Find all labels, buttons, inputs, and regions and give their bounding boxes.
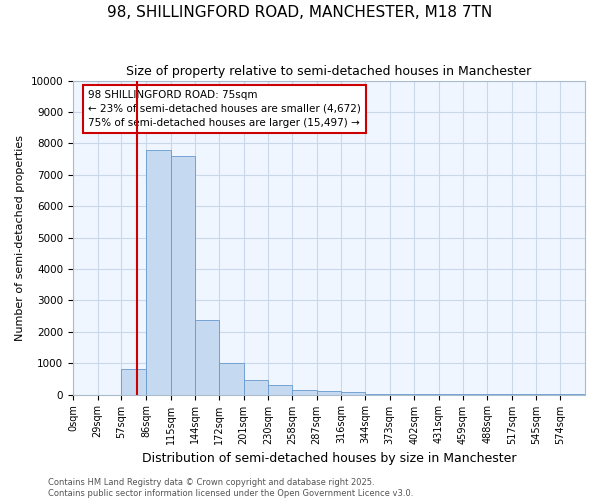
Bar: [292, 390, 317, 394]
Text: 98 SHILLINGFORD ROAD: 75sqm
← 23% of semi-detached houses are smaller (4,672)
75: 98 SHILLINGFORD ROAD: 75sqm ← 23% of sem…: [88, 90, 361, 128]
Bar: [317, 392, 341, 394]
Text: 98, SHILLINGFORD ROAD, MANCHESTER, M18 7TN: 98, SHILLINGFORD ROAD, MANCHESTER, M18 7…: [107, 5, 493, 20]
Text: Contains HM Land Registry data © Crown copyright and database right 2025.
Contai: Contains HM Land Registry data © Crown c…: [48, 478, 413, 498]
Bar: [219, 362, 244, 394]
Title: Size of property relative to semi-detached houses in Manchester: Size of property relative to semi-detach…: [127, 65, 532, 78]
Bar: [146, 150, 170, 394]
X-axis label: Distribution of semi-detached houses by size in Manchester: Distribution of semi-detached houses by …: [142, 452, 516, 465]
Bar: [244, 380, 268, 394]
Bar: [170, 156, 195, 394]
Bar: [268, 386, 292, 394]
Bar: [341, 392, 365, 394]
Bar: [121, 370, 146, 394]
Y-axis label: Number of semi-detached properties: Number of semi-detached properties: [15, 134, 25, 340]
Bar: [195, 320, 219, 394]
